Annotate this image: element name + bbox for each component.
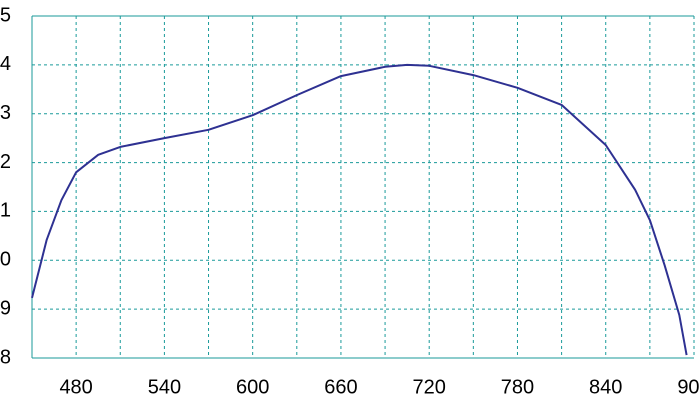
x-tick-label: 840	[589, 376, 622, 398]
x-tick-label: 480	[59, 376, 92, 398]
y-tick-label: 44	[0, 53, 11, 75]
data-line	[31, 63, 688, 356]
y-tick-label: 45	[0, 4, 11, 26]
y-tick-label: 38	[0, 346, 11, 368]
y-tick-label: 43	[0, 102, 11, 124]
x-tick-label: 900	[677, 376, 700, 398]
y-tick-label: 39	[0, 297, 11, 319]
x-tick-label: 660	[324, 376, 357, 398]
x-tick-label: 600	[236, 376, 269, 398]
y-tick-label: 40	[0, 249, 11, 271]
x-tick-label: 780	[501, 376, 534, 398]
y-tick-label: 42	[0, 151, 11, 173]
x-tick-label: 540	[148, 376, 181, 398]
y-tick-label: 41	[0, 200, 11, 222]
x-tick-label: 720	[413, 376, 446, 398]
